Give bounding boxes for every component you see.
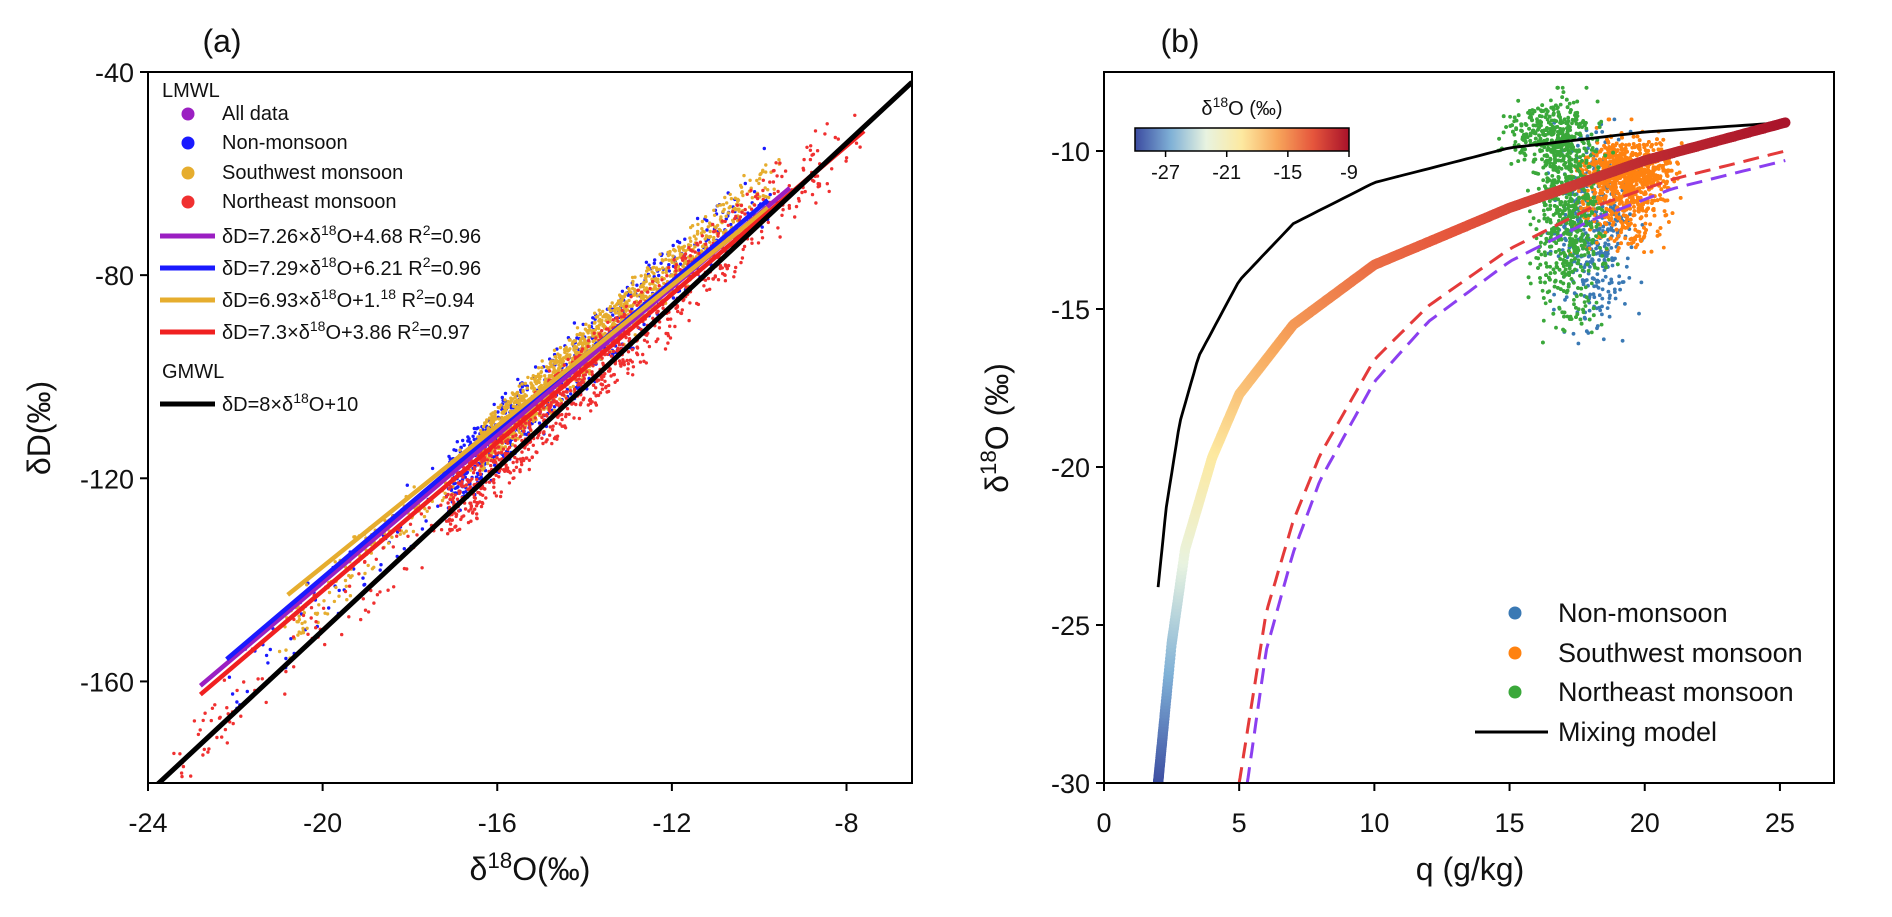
panel-b-y-tick-label: -15 [1051,295,1090,325]
panel-a-x-tick-label: -8 [835,808,859,838]
legend-marker [1508,646,1522,660]
panel-b-x-tick-label: 5 [1232,808,1247,838]
panel-a-y-tick-label: -120 [80,464,134,494]
panel-b-y-tick-label: -25 [1051,611,1090,641]
panel-b-x-tick-label: 0 [1096,808,1111,838]
panel-a-fit-lines [155,80,912,783]
legend-equation: δD=7.26×δ18O+4.68 R2=0.96 [222,222,481,248]
panel-b-x-tick-label: 10 [1359,808,1389,838]
colorbar-tick-label: -27 [1151,162,1180,184]
panel-a-frame [147,71,913,784]
panel-a-y-tick-label: -160 [80,667,134,697]
legend-marker [181,195,195,209]
panel-b-dashed-curve-1 [1237,149,1786,783]
panel-a-y-tick-label: -40 [95,58,134,88]
legend-entry: Southwest monsoon [222,162,403,184]
legend-marker [1508,606,1522,620]
panel-b-dashed-curve-2 [1245,159,1786,783]
panel-a-fit-line-4 [198,129,866,697]
colorbar-tick-label: -9 [1340,162,1358,184]
legend-entry: Non-monsoon [1558,598,1728,628]
legend-equation: δD=8×δ18O+10 [222,390,358,416]
legend-group-lmwl: LMWL [162,80,220,102]
panel-b-frame [1103,71,1835,784]
legend-entry: Southwest monsoon [1558,638,1803,668]
legend-entry: All data [222,103,290,125]
panel-b-x-axis-label: q (g/kg) [1416,851,1524,887]
panel-b-legend: Non-monsoon Southwest monsoon Northeast mo… [1475,598,1803,747]
panel-a-x-tick-label: -16 [478,808,517,838]
colorbar-tick-label: -15 [1273,162,1302,184]
panel-a-y-axis-label: δD(‰) [21,381,57,475]
panel-b-axes: 0 5 10 15 20 25 -10 -15 -20 -25 -30 [1051,137,1795,838]
legend-marker [1508,685,1522,699]
panel-a-x-axis-label: δ18O(‰) [470,848,591,888]
panel-b-curves [1152,117,1791,783]
panel-a-x-tick-label: -24 [128,808,167,838]
panel-a-label: (a) [202,23,241,59]
panel-b-y-tick-label: -30 [1051,769,1090,799]
panel-b-x-tick-label: 20 [1630,808,1660,838]
panel-b-mixing-model-line [1156,121,1786,588]
legend-equation: δD=7.29×δ18O+6.21 R2=0.96 [222,254,481,280]
panel-b-y-tick-label: -20 [1051,453,1090,483]
panel-a-x-tick-label: -12 [652,808,691,838]
panel-a-fit-line-3 [286,206,770,597]
panel-a-x-tick-label: -20 [303,808,342,838]
legend-marker [181,136,195,150]
legend-entry: Northeast monsoon [1558,677,1794,707]
panel-a-fit-line-5 [155,80,912,783]
panel-b-label: (b) [1160,23,1199,59]
panel-b-colored-curve [1152,117,1791,783]
legend-entry: Non-monsoon [222,132,348,154]
panel-a-y-tick-label: -80 [95,261,134,291]
panel-b-x-tick-label: 15 [1495,808,1525,838]
colorbar-gradient [1134,127,1350,152]
legend-marker [181,107,195,121]
legend-group-gmwl: GMWL [162,361,224,383]
panel-a-axes: -24 -20 -16 -12 -8 -40 -80 -120 -160 [80,58,859,838]
legend-marker [181,166,195,180]
legend-entry: Northeast monsoon [222,191,397,213]
panel-a-fit-line-2 [225,198,770,661]
legend-entry: Mixing model [1558,717,1717,747]
panel-b-y-axis-label: δ18O (‰) [976,363,1016,493]
panel-b-colorbar: δ18O (‰) -27 -21 -15 -9 [1134,94,1358,184]
legend-equation: δD=7.3×δ18O+3.86 R2=0.97 [222,318,470,344]
panel-b-x-tick-label: 25 [1765,808,1795,838]
colorbar-tick-label: -21 [1212,162,1241,184]
panel-b-scatter [1496,85,1697,346]
legend-equation: δD=6.93×δ18O+1.18 R2=0.94 [222,286,475,312]
colorbar-title: δ18O (‰) [1201,94,1282,120]
panel-b-chart: 0 5 10 15 20 25 -10 -15 -20 -25 -30 δ18O (‰) -27 -21… [976,71,1835,887]
panel-b-y-tick-label: -10 [1051,137,1090,167]
